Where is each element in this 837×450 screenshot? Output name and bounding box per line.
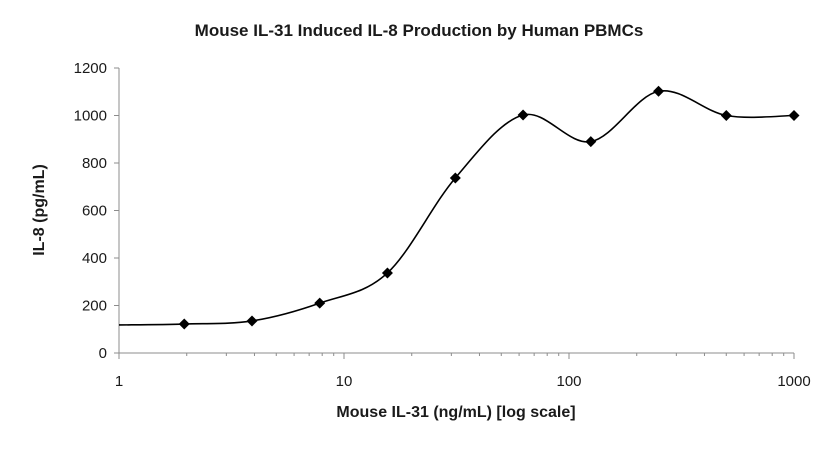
data-point bbox=[381, 267, 393, 279]
data-point bbox=[246, 315, 258, 327]
x-tick-label: 100 bbox=[556, 373, 581, 390]
data-point bbox=[449, 172, 461, 184]
chart-title: Mouse IL-31 Induced IL-8 Production by H… bbox=[195, 21, 644, 40]
y-tick-label: 200 bbox=[82, 298, 107, 315]
series-line bbox=[118, 90, 795, 326]
x-axis-label: Mouse IL-31 (ng/mL) [log scale] bbox=[336, 404, 575, 421]
data-point bbox=[178, 318, 190, 330]
y-tick-label: 800 bbox=[82, 155, 107, 172]
x-axis-ticks: 1 10 100 1000 bbox=[115, 353, 811, 390]
y-tick-label: 600 bbox=[82, 203, 107, 220]
y-tick-label: 0 bbox=[99, 345, 107, 362]
y-axis-label: IL-8 (pg/mL) bbox=[31, 164, 48, 256]
data-point bbox=[720, 110, 732, 121]
data-point bbox=[788, 110, 800, 121]
y-tick-label: 400 bbox=[82, 250, 107, 267]
data-point bbox=[517, 109, 529, 121]
x-tick-label: 10 bbox=[336, 373, 353, 390]
data-point bbox=[314, 297, 326, 309]
x-tick-label: 1000 bbox=[777, 373, 810, 390]
data-point bbox=[653, 85, 665, 97]
series-markers bbox=[178, 85, 800, 330]
y-tick-label: 1000 bbox=[74, 108, 107, 125]
plot-area: 0 200 400 600 800 1000 1200 1 10 100 1000 bbox=[74, 60, 811, 390]
y-tick-label: 1200 bbox=[74, 60, 107, 77]
x-tick-label: 1 bbox=[115, 373, 123, 390]
data-point bbox=[585, 136, 597, 148]
y-axis-ticks: 0 200 400 600 800 1000 1200 bbox=[74, 60, 119, 362]
